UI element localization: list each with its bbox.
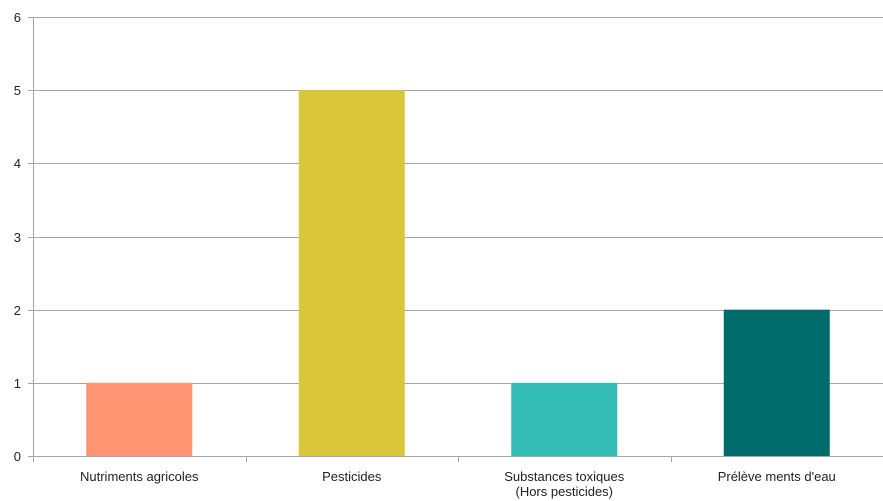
y-tick-label: 6 bbox=[14, 10, 21, 25]
bars bbox=[86, 90, 830, 457]
y-tick-label: 2 bbox=[14, 303, 21, 318]
bar-2 bbox=[511, 382, 618, 456]
bar-0 bbox=[86, 382, 193, 456]
x-category-label: Substances toxiques bbox=[504, 469, 624, 484]
y-tick-label: 1 bbox=[14, 376, 21, 391]
x-category-label: Prélève ments d'eau bbox=[718, 469, 836, 484]
x-category-label: Pesticides bbox=[322, 469, 382, 484]
x-category-label: Nutriments agricoles bbox=[80, 469, 199, 484]
y-tick-labels: 0 1 2 3 4 5 6 bbox=[14, 10, 21, 464]
bar-3 bbox=[723, 309, 830, 456]
axes bbox=[33, 17, 672, 462]
y-tick-label: 0 bbox=[14, 449, 21, 464]
bar-1 bbox=[298, 90, 405, 457]
y-tick-label: 3 bbox=[14, 230, 21, 245]
x-category-label: (Hors pesticides) bbox=[515, 484, 613, 499]
x-category-labels: Nutriments agricoles Pesticides Substances… bbox=[80, 469, 836, 499]
y-tick-label: 4 bbox=[14, 156, 21, 171]
y-tick-label: 5 bbox=[14, 83, 21, 98]
